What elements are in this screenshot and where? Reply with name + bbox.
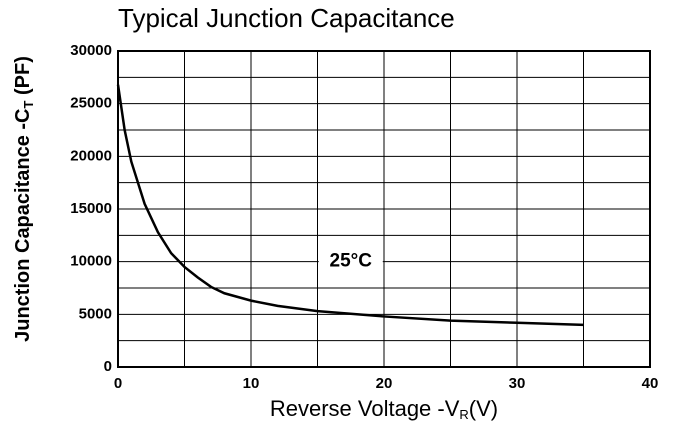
y-tick-label: 20000 bbox=[70, 147, 112, 164]
x-axis-label-part: R bbox=[459, 407, 468, 422]
x-tick-label: 40 bbox=[642, 375, 659, 392]
y-tick-label: 0 bbox=[104, 358, 112, 375]
y-tick-label: 25000 bbox=[70, 95, 112, 112]
y-axis-label-part: T bbox=[21, 101, 36, 109]
x-tick-label: 0 bbox=[114, 375, 122, 392]
x-tick-label: 10 bbox=[243, 375, 260, 392]
x-axis-label-part: Reverse Voltage -V bbox=[270, 396, 460, 421]
plot-frame bbox=[117, 50, 651, 368]
y-axis-label: Junction Capacitance -CT (PF) bbox=[12, 56, 36, 342]
x-tick-label: 20 bbox=[376, 375, 393, 392]
chart-title: Typical Junction Capacitance bbox=[118, 3, 455, 33]
y-tick-label: 5000 bbox=[79, 305, 112, 322]
x-axis-label-part: (V) bbox=[469, 396, 498, 421]
y-tick-label: 30000 bbox=[70, 42, 112, 59]
y-tick-label: 15000 bbox=[70, 200, 112, 217]
y-tick-label: 10000 bbox=[70, 253, 112, 270]
x-axis-label: Reverse Voltage -VR(V) bbox=[270, 396, 498, 423]
line bbox=[116, 84, 584, 327]
annotation-bg bbox=[318, 249, 383, 274]
y-axis-label-part: (PF) bbox=[12, 56, 34, 100]
annotation: 25°C bbox=[330, 251, 373, 272]
x-tick-label: 30 bbox=[509, 375, 526, 392]
y-axis-label-part: Junction Capacitance -C bbox=[12, 109, 34, 342]
